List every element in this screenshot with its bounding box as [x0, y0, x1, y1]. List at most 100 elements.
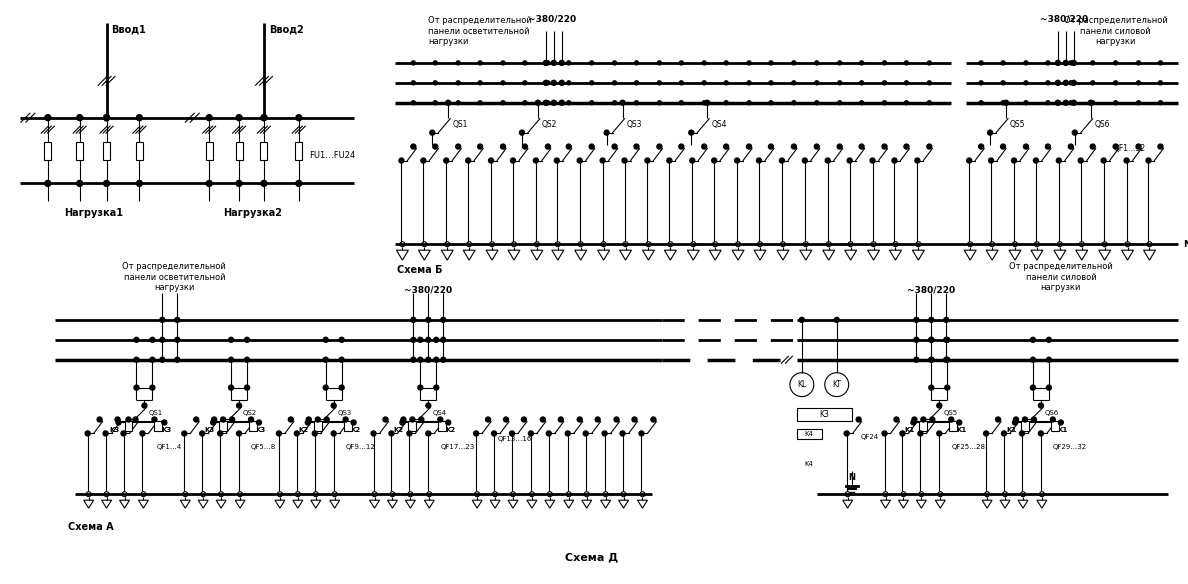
Circle shape: [331, 403, 336, 408]
Circle shape: [725, 101, 728, 105]
Circle shape: [746, 144, 752, 149]
Circle shape: [651, 417, 656, 422]
Circle shape: [725, 81, 728, 85]
Circle shape: [425, 338, 431, 342]
Bar: [1051, 422, 1059, 432]
Circle shape: [987, 130, 993, 135]
Circle shape: [1012, 420, 1017, 425]
Circle shape: [1124, 158, 1129, 163]
Circle shape: [929, 317, 934, 322]
Circle shape: [1063, 100, 1068, 105]
Circle shape: [904, 144, 909, 149]
Text: K4: K4: [804, 432, 814, 437]
Circle shape: [558, 417, 563, 422]
Circle shape: [1158, 61, 1162, 65]
Text: QS3: QS3: [626, 120, 642, 129]
Circle shape: [589, 61, 594, 65]
Circle shape: [221, 417, 226, 422]
Circle shape: [857, 417, 861, 422]
Bar: [797, 429, 822, 439]
Circle shape: [678, 144, 684, 149]
Circle shape: [307, 417, 311, 422]
Circle shape: [1113, 61, 1118, 65]
Circle shape: [577, 158, 582, 163]
Text: QS4: QS4: [432, 409, 447, 416]
Circle shape: [1047, 385, 1051, 390]
Text: QS5: QS5: [943, 409, 958, 416]
Circle shape: [434, 101, 437, 105]
Circle shape: [425, 403, 431, 408]
Circle shape: [937, 403, 942, 408]
Circle shape: [901, 431, 905, 436]
Circle shape: [845, 431, 849, 436]
Circle shape: [160, 338, 165, 342]
Circle shape: [430, 130, 435, 135]
Text: QS3: QS3: [337, 409, 352, 416]
Circle shape: [501, 61, 505, 65]
Circle shape: [541, 417, 545, 422]
Circle shape: [411, 357, 416, 362]
Circle shape: [228, 338, 234, 342]
Circle shape: [245, 338, 249, 342]
Circle shape: [1045, 101, 1050, 105]
Circle shape: [757, 158, 762, 163]
Text: K3: K3: [109, 427, 120, 433]
Circle shape: [425, 357, 431, 362]
Circle shape: [915, 158, 920, 163]
Circle shape: [560, 60, 564, 65]
Circle shape: [545, 61, 550, 65]
Circle shape: [1031, 417, 1036, 422]
Circle shape: [928, 101, 931, 105]
Circle shape: [1034, 158, 1038, 163]
Circle shape: [1024, 61, 1028, 65]
Text: Схема Б: Схема Б: [398, 265, 443, 275]
Circle shape: [456, 144, 461, 149]
Circle shape: [892, 158, 897, 163]
Circle shape: [634, 61, 638, 65]
Text: Схема А: Схема А: [68, 522, 113, 532]
Circle shape: [1069, 61, 1073, 65]
Circle shape: [1055, 100, 1061, 105]
Text: ~380/220: ~380/220: [1040, 15, 1088, 23]
Circle shape: [1019, 431, 1024, 436]
Circle shape: [881, 431, 887, 436]
Bar: [154, 422, 163, 432]
Circle shape: [1158, 81, 1162, 85]
Circle shape: [657, 144, 662, 149]
Bar: [249, 422, 257, 432]
Circle shape: [510, 431, 514, 436]
Circle shape: [160, 357, 165, 362]
Circle shape: [802, 158, 808, 163]
Circle shape: [838, 61, 841, 65]
Circle shape: [400, 417, 406, 422]
Circle shape: [182, 431, 187, 436]
Circle shape: [331, 431, 336, 436]
Text: QF13…16: QF13…16: [498, 436, 532, 443]
Circle shape: [979, 81, 984, 85]
Circle shape: [1059, 420, 1063, 425]
Circle shape: [1068, 144, 1073, 149]
Circle shape: [324, 417, 329, 422]
Circle shape: [137, 180, 143, 186]
Circle shape: [1137, 81, 1140, 85]
Circle shape: [634, 144, 639, 149]
Circle shape: [555, 158, 560, 163]
Circle shape: [1091, 101, 1094, 105]
Circle shape: [410, 417, 415, 422]
Text: K2: K2: [298, 427, 309, 433]
Text: K2: K2: [350, 427, 361, 433]
Circle shape: [486, 417, 491, 422]
Text: ~380/220: ~380/220: [404, 286, 453, 294]
Circle shape: [150, 385, 154, 390]
Circle shape: [411, 317, 416, 322]
Circle shape: [425, 431, 431, 436]
Circle shape: [838, 81, 841, 85]
Circle shape: [918, 431, 923, 436]
Circle shape: [979, 144, 984, 149]
Circle shape: [944, 385, 949, 390]
Circle shape: [956, 420, 962, 425]
Circle shape: [551, 100, 556, 105]
Circle shape: [589, 101, 594, 105]
Circle shape: [1024, 81, 1028, 85]
Circle shape: [639, 431, 644, 436]
